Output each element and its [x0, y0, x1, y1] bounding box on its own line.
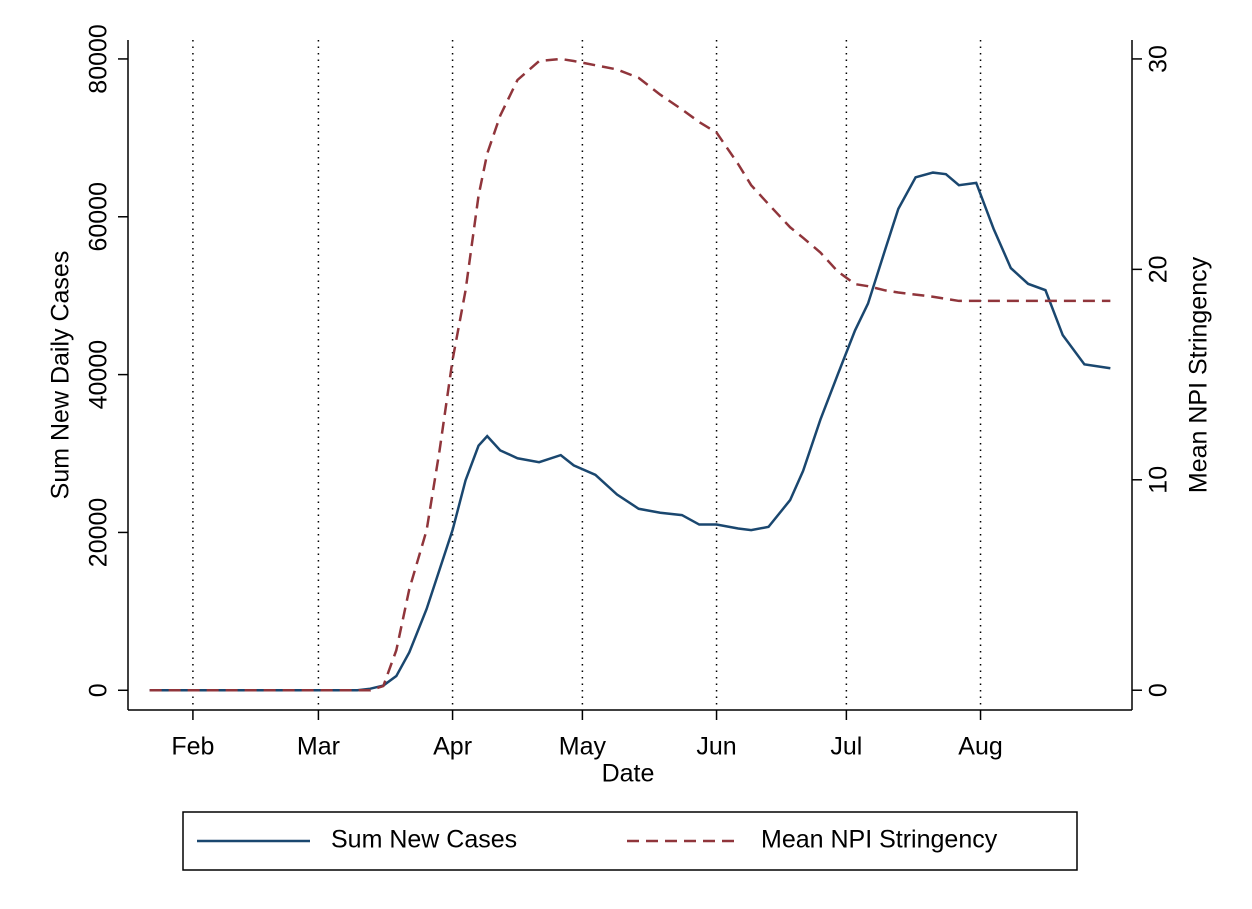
series-line	[149, 57, 1111, 692]
x-tick-label: Jul	[830, 733, 862, 761]
series-line	[149, 171, 1111, 692]
x-tick-label: Feb	[171, 733, 214, 761]
legend-label: Mean NPI Stringency	[761, 826, 998, 854]
x-tick-label: May	[559, 733, 607, 761]
x-axis-title: Date	[602, 760, 655, 788]
y-tick-label: 20000	[85, 498, 113, 568]
x-tick-label: Jun	[696, 733, 736, 761]
x-tick-label: Aug	[958, 733, 1002, 761]
y2-tick-label: 0	[1145, 683, 1173, 697]
y-tick-label: 40000	[85, 340, 113, 410]
x-tick-label: Mar	[297, 733, 340, 761]
y-axis-title: Sum New Daily Cases	[47, 251, 75, 500]
y2-tick-label: 10	[1145, 466, 1173, 494]
legend-label: Sum New Cases	[331, 826, 517, 854]
y-tick-label: 0	[85, 683, 113, 697]
y2-tick-label: 30	[1145, 45, 1173, 73]
y2-axis-title: Mean NPI Stringency	[1185, 256, 1213, 493]
x-tick-label: Apr	[433, 733, 472, 761]
y-tick-label: 80000	[85, 24, 113, 94]
y-tick-label: 60000	[85, 182, 113, 252]
y2-tick-label: 20	[1145, 255, 1173, 283]
